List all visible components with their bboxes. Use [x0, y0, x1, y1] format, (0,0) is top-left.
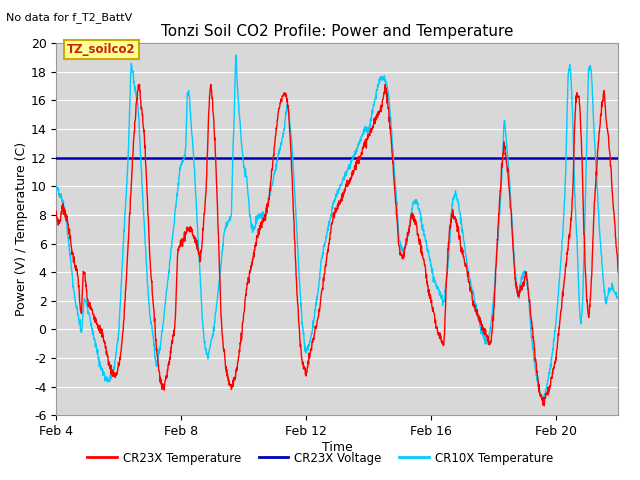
X-axis label: Time: Time	[322, 441, 353, 454]
Y-axis label: Power (V) / Temperature (C): Power (V) / Temperature (C)	[15, 142, 28, 316]
Legend: CR23X Temperature, CR23X Voltage, CR10X Temperature: CR23X Temperature, CR23X Voltage, CR10X …	[83, 447, 557, 469]
Text: No data for f_T2_BattV: No data for f_T2_BattV	[6, 12, 132, 23]
Text: TZ_soilco2: TZ_soilco2	[67, 43, 136, 56]
Title: Tonzi Soil CO2 Profile: Power and Temperature: Tonzi Soil CO2 Profile: Power and Temper…	[161, 24, 513, 39]
